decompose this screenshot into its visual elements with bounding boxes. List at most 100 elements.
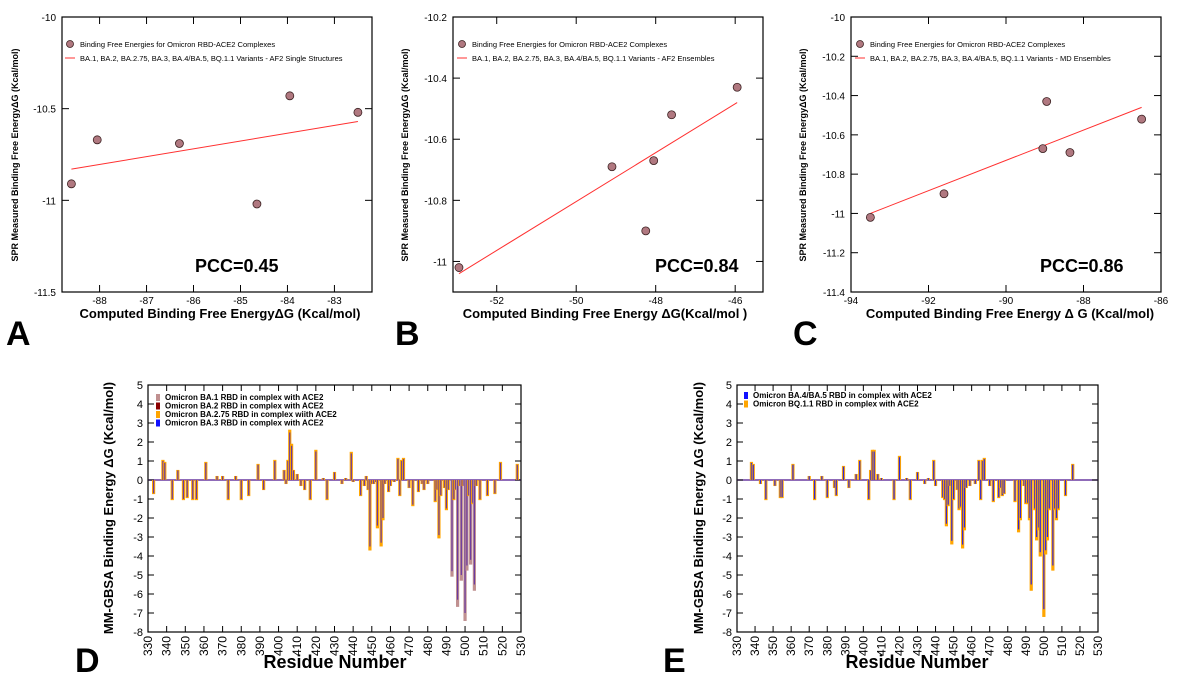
x-axis-label: Residue Number [845,652,988,672]
y-tick-label: -4 [133,551,143,563]
x-tick-label: 350 [766,636,780,656]
x-tick-label: 380 [234,636,248,656]
bar [855,474,857,480]
y-tick-label: -4 [722,551,732,563]
x-tick-label: -83 [327,296,342,307]
data-point [285,91,295,101]
bar [963,480,966,528]
bar [315,451,317,480]
bar [893,480,895,499]
x-tick-label: 530 [514,636,528,656]
data-point [175,139,184,148]
bar [296,474,298,480]
bar [162,461,164,480]
bar [453,480,455,499]
bar [387,480,390,492]
bar [943,480,946,499]
legend-label-line: BA.1, BA.2, BA.2.75, BA.3, BA.4/BA.5, BQ… [870,54,1111,63]
bar [992,480,994,501]
y-tick-label: -7 [133,608,143,620]
y-tick-label: 4 [137,399,143,411]
y-tick-label: 2 [137,437,143,449]
x-tick-label: -52 [489,296,504,307]
bar [821,476,823,480]
y-tick-label: -2 [722,513,732,525]
x-tick-label: -88 [1076,296,1091,307]
y-tick-label: 4 [726,399,732,411]
bar [227,480,229,499]
x-tick-label: -46 [728,296,743,307]
bar [369,480,371,547]
y-tick-label: -10.5 [33,105,56,116]
bar [486,480,489,496]
bar [1028,480,1031,518]
data-point [649,156,659,166]
y-tick-label: -11 [433,257,447,268]
y-tick-label: -6 [133,589,143,601]
bar [401,461,403,480]
y-tick-label: -10 [831,13,846,24]
figure-panels: -11.5-11-10.5-10-88 -87 -86 -85 -84 -83Bindin… [6,13,1169,680]
bar [750,462,753,480]
bar [826,480,828,498]
bar [216,476,218,480]
bar [960,480,962,507]
bar [880,478,882,480]
bar [1048,480,1050,509]
x-axis-label: Residue Number [263,652,406,672]
x-axis-label: Computed Binding Free Energy Δ G (Kcal/m… [866,306,1154,321]
bar [945,480,947,524]
bar [177,470,179,480]
bar [352,480,354,482]
bar [222,476,224,480]
legend-label: Omicron BQ.1.1 RBD in complex with ACE2 [753,400,919,409]
y-tick-label: 0 [137,475,143,487]
pcc-annotation: PCC=0.84 [655,256,739,276]
bar [466,480,468,566]
data-point [607,162,617,172]
legend-swatch [156,394,160,401]
bar [399,480,401,496]
bar [934,480,937,486]
panel-letter: E [663,642,686,680]
bar [427,480,429,484]
bar [341,480,343,484]
legend-swatch [744,400,748,408]
y-tick-label: -8 [133,627,143,639]
x-tick-label: 410 [290,636,304,656]
panel-letter: B [395,315,420,353]
y-tick-label: 5 [726,380,732,392]
x-tick-label: 400 [272,636,286,656]
bar [842,466,845,480]
x-tick-label: 510 [1055,636,1069,656]
y-tick-label: 5 [137,380,143,392]
x-tick-label: 430 [328,636,342,656]
x-tick-label: -50 [569,296,584,307]
panel-letter: C [793,315,818,353]
x-tick-label: 420 [309,636,323,656]
x-tick-label: 430 [911,636,925,656]
panel-letter: A [6,315,31,353]
bar [974,480,976,484]
bar [408,480,410,488]
plot-frame [452,16,764,293]
bar [468,480,470,496]
bar [1017,480,1020,530]
bar [304,480,306,490]
bar [192,480,194,499]
y-tick-label: -5 [133,570,143,582]
x-tick-label: -88 [92,296,107,307]
bar [384,480,386,484]
y-axis-label: MM-GBSA Binding Energy ΔG (Kcal/mol) [691,382,706,634]
bar [927,478,929,480]
y-tick-label: -11 [831,209,845,220]
legend-label-line: BA.1, BA.2, BA.2.75, BA.3, BA.4/BA.5, BQ… [80,54,343,63]
bar [989,480,991,486]
y-tick-label: -2 [133,513,143,525]
bar [962,480,964,545]
x-tick-label: -94 [844,296,859,307]
x-tick-label: 350 [178,636,192,656]
y-axis-label: MM-GBSA Binding Energy ΔG (Kcal/mol) [101,382,116,634]
bar [898,457,901,480]
x-tick-label: -86 [1154,296,1169,307]
